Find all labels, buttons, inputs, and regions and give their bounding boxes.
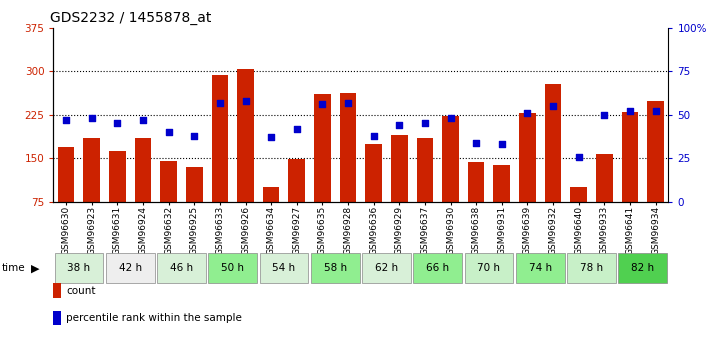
Bar — [58, 147, 75, 202]
Bar — [545, 84, 562, 202]
FancyBboxPatch shape — [567, 254, 616, 283]
FancyBboxPatch shape — [311, 254, 360, 283]
Text: count: count — [66, 286, 96, 296]
FancyBboxPatch shape — [362, 254, 411, 283]
Text: 78 h: 78 h — [580, 263, 603, 273]
Text: percentile rank within the sample: percentile rank within the sample — [66, 313, 242, 323]
Bar — [493, 165, 510, 202]
Bar — [160, 161, 177, 202]
Point — [496, 141, 508, 147]
Bar — [53, 311, 61, 325]
Text: 82 h: 82 h — [631, 263, 654, 273]
Point — [163, 129, 174, 135]
FancyBboxPatch shape — [516, 254, 565, 283]
FancyBboxPatch shape — [413, 254, 462, 283]
Bar — [365, 144, 382, 202]
Point — [240, 98, 251, 104]
Text: 62 h: 62 h — [375, 263, 398, 273]
Point — [291, 126, 302, 131]
Point — [573, 154, 584, 159]
Bar — [596, 154, 613, 202]
Bar — [621, 112, 638, 202]
Point — [419, 121, 431, 126]
FancyBboxPatch shape — [106, 254, 154, 283]
Point — [394, 122, 405, 128]
Bar — [519, 113, 535, 202]
Bar — [647, 101, 664, 202]
FancyBboxPatch shape — [208, 254, 257, 283]
Bar — [570, 187, 587, 202]
Point — [342, 100, 353, 105]
Bar — [134, 138, 151, 202]
Point — [316, 101, 328, 107]
FancyBboxPatch shape — [464, 254, 513, 283]
Bar — [468, 162, 484, 202]
Bar — [83, 138, 100, 202]
FancyBboxPatch shape — [157, 254, 205, 283]
Bar — [263, 187, 279, 202]
Text: 74 h: 74 h — [529, 263, 552, 273]
Point — [471, 140, 482, 145]
Text: GDS2232 / 1455878_at: GDS2232 / 1455878_at — [50, 11, 212, 25]
Text: 54 h: 54 h — [272, 263, 296, 273]
FancyBboxPatch shape — [619, 254, 667, 283]
Point — [624, 108, 636, 114]
Bar — [340, 93, 356, 202]
Point — [112, 121, 123, 126]
FancyBboxPatch shape — [260, 254, 309, 283]
Text: 38 h: 38 h — [68, 263, 90, 273]
Point — [214, 100, 225, 105]
Point — [445, 116, 456, 121]
Text: 50 h: 50 h — [221, 263, 244, 273]
Bar — [53, 283, 61, 298]
Bar — [391, 135, 407, 202]
Point — [522, 110, 533, 116]
Bar — [109, 151, 126, 202]
Point — [599, 112, 610, 118]
Text: 66 h: 66 h — [426, 263, 449, 273]
Bar — [314, 95, 331, 202]
Point — [650, 108, 661, 114]
Bar — [212, 75, 228, 202]
Text: ▶: ▶ — [31, 263, 39, 273]
Text: 42 h: 42 h — [119, 263, 141, 273]
Bar — [442, 117, 459, 202]
Text: 46 h: 46 h — [170, 263, 193, 273]
Point — [368, 133, 380, 138]
Point — [60, 117, 72, 123]
Point — [137, 117, 149, 123]
Text: time: time — [2, 263, 26, 273]
FancyBboxPatch shape — [55, 254, 103, 283]
Bar — [417, 138, 433, 202]
Point — [188, 133, 200, 138]
Bar — [237, 69, 254, 202]
Point — [86, 116, 97, 121]
Text: 58 h: 58 h — [324, 263, 347, 273]
Point — [547, 103, 559, 109]
Bar — [289, 159, 305, 202]
Point — [265, 135, 277, 140]
Bar — [186, 167, 203, 202]
Text: 70 h: 70 h — [478, 263, 501, 273]
